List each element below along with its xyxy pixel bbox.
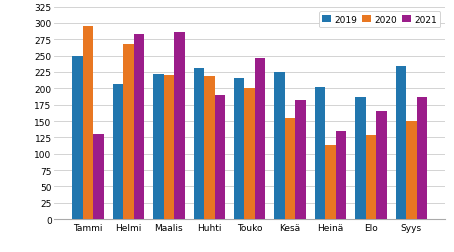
Bar <box>123 45 133 219</box>
Bar <box>255 58 266 219</box>
Bar <box>113 84 123 219</box>
Bar <box>315 88 326 219</box>
Bar <box>406 121 417 219</box>
Bar <box>234 79 244 219</box>
Bar <box>355 98 366 219</box>
Bar <box>274 73 285 219</box>
Bar <box>174 33 185 219</box>
Bar <box>163 76 174 219</box>
Legend: 2019, 2020, 2021: 2019, 2020, 2021 <box>319 12 440 28</box>
Bar <box>336 132 346 219</box>
Bar <box>376 112 387 219</box>
Bar <box>244 89 255 219</box>
Bar <box>417 98 427 219</box>
Bar <box>395 67 406 219</box>
Bar <box>204 77 215 219</box>
Bar <box>93 135 104 219</box>
Bar <box>83 26 93 219</box>
Bar <box>72 56 83 219</box>
Bar <box>285 118 296 219</box>
Bar <box>133 35 144 219</box>
Bar <box>153 75 163 219</box>
Bar <box>193 69 204 219</box>
Bar <box>366 135 376 219</box>
Bar <box>215 96 225 219</box>
Bar <box>296 101 306 219</box>
Bar <box>326 145 336 219</box>
